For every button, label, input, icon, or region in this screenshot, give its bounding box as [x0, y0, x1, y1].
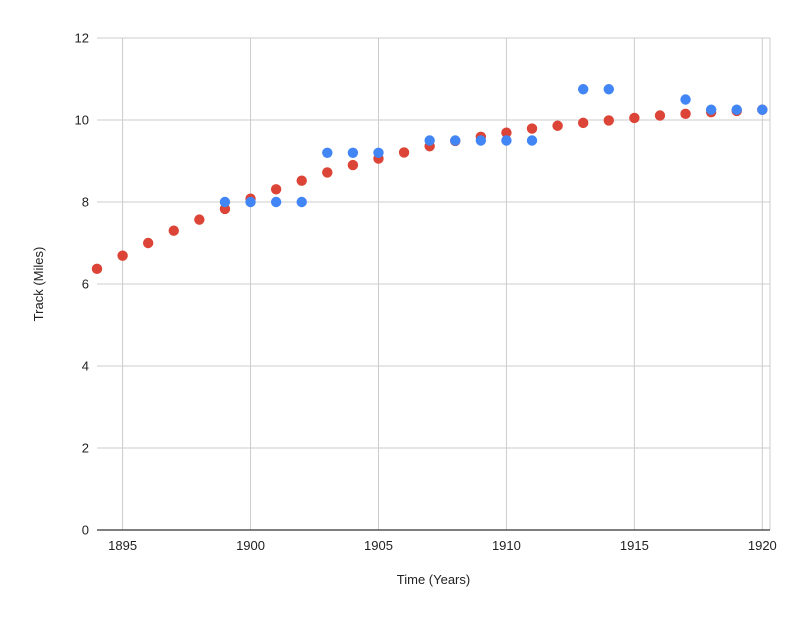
- data-point: [475, 135, 487, 146]
- data-point: [398, 147, 410, 158]
- data-point: [450, 135, 461, 146]
- data-point: [731, 104, 742, 115]
- data-point: [501, 135, 512, 146]
- data-point: [577, 117, 589, 129]
- x-tick-label: 1910: [492, 538, 521, 553]
- x-tick-label: 1895: [108, 538, 137, 553]
- series-2: [91, 104, 768, 275]
- data-point: [347, 147, 359, 158]
- data-point: [654, 110, 666, 121]
- y-tick-label: 8: [82, 195, 89, 210]
- y-tick-label: 6: [82, 277, 89, 292]
- x-tick-label: 1905: [364, 538, 393, 553]
- data-point: [347, 159, 359, 171]
- data-point: [245, 196, 256, 208]
- data-point: [296, 196, 307, 208]
- data-point: [270, 184, 282, 195]
- data-point: [577, 84, 589, 95]
- y-tick-label: 2: [82, 441, 89, 456]
- data-point: [526, 135, 538, 146]
- data-point: [322, 147, 333, 158]
- y-tick-label: 0: [82, 523, 89, 538]
- y-tick-labels: 0 2 4 6 8 10 12: [75, 31, 89, 538]
- x-tick-label: 1900: [236, 538, 265, 553]
- data-point: [296, 175, 307, 186]
- y-axis-title: Track (Miles): [31, 247, 46, 322]
- data-point: [91, 263, 103, 275]
- data-point: [552, 120, 563, 131]
- data-point: [373, 147, 384, 158]
- data-point: [603, 115, 614, 126]
- series-1: [219, 84, 768, 208]
- data-point: [603, 84, 614, 95]
- data-point: [219, 196, 231, 208]
- x-tick-label: 1915: [620, 538, 649, 553]
- data-point: [526, 123, 538, 134]
- data-point: [270, 196, 282, 208]
- x-tick-label: 1920: [748, 538, 777, 553]
- data-point: [194, 214, 205, 225]
- data-point: [142, 237, 154, 249]
- data-point: [117, 250, 128, 261]
- y-gridlines: [97, 37, 770, 449]
- data-point: [629, 112, 640, 124]
- x-tick-labels: 1895 1900 1905 1910 1915 1920: [108, 538, 777, 553]
- data-point: [680, 94, 691, 105]
- data-point: [501, 127, 512, 138]
- data-point: [680, 108, 691, 120]
- data-point: [322, 167, 333, 178]
- y-tick-label: 10: [75, 113, 89, 128]
- y-tick-label: 4: [82, 359, 89, 374]
- x-axis-title: Time (Years): [397, 572, 470, 587]
- y-tick-label: 12: [75, 31, 89, 46]
- data-point: [424, 135, 435, 146]
- data-point: [168, 225, 179, 236]
- data-points: [91, 84, 768, 275]
- data-point: [705, 104, 717, 115]
- data-point: [757, 104, 768, 115]
